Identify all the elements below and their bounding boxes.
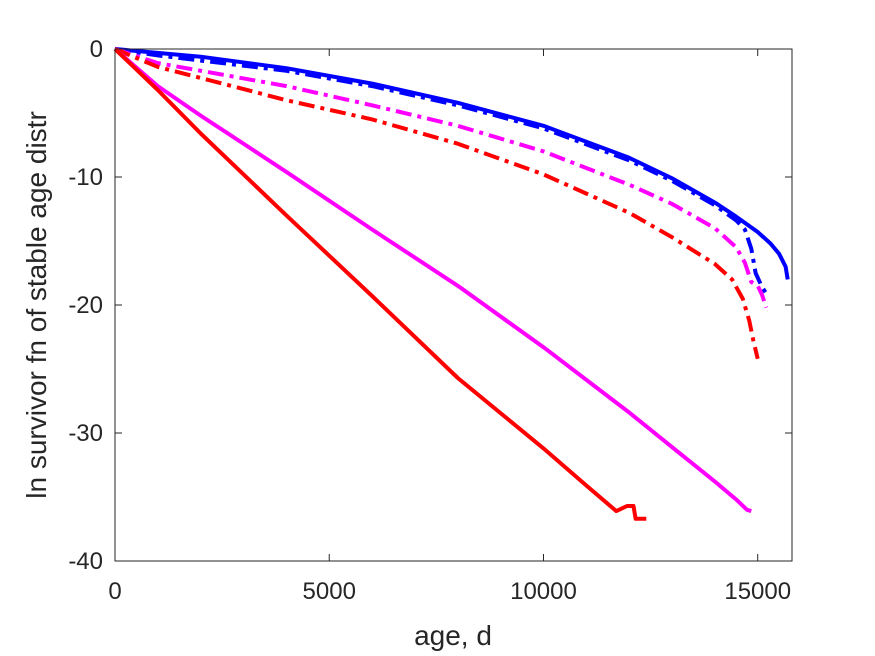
series-line-5: [113, 47, 752, 514]
series-line-2: [114, 47, 768, 295]
y-axis-label: ln survivor fn of stable age distr: [21, 111, 52, 499]
series-layer: [113, 47, 790, 521]
y-tick-label: -10: [68, 164, 103, 191]
series-line-3: [114, 47, 769, 309]
series-line-4: [114, 47, 760, 360]
x-axis-label: age, d: [414, 620, 492, 651]
x-tick-label: 5000: [303, 578, 356, 605]
x-tick-label: 15000: [724, 578, 791, 605]
y-tick-label: -40: [68, 548, 103, 575]
y-tick-label: -20: [68, 292, 103, 319]
x-tick-label: 10000: [510, 578, 577, 605]
x-tick-label: 0: [108, 578, 121, 605]
series-line-1: [114, 47, 790, 280]
series-line-6: [113, 47, 647, 521]
y-tick-label: 0: [90, 36, 103, 63]
y-tick-label: -30: [68, 420, 103, 447]
ticks-layer: 0 5000 10000 15000 0 -10 -20 -30 -40: [68, 36, 792, 605]
